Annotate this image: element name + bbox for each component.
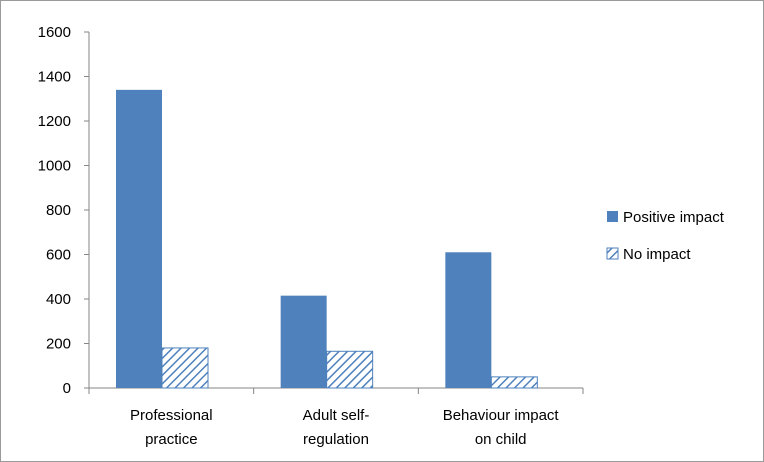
bar-no-impact	[326, 350, 374, 389]
y-tick-label: 600	[46, 247, 71, 264]
x-tick-label: regulation	[303, 431, 369, 448]
x-axis: Professional practice Adult self-regulatio…	[88, 387, 584, 448]
x-tick-label: on child	[475, 431, 527, 448]
bar-positive-impact	[116, 89, 162, 388]
bar-positive-impact	[445, 252, 492, 388]
x-tick-label: Behaviour impact	[443, 407, 560, 424]
bar-positive-impact	[280, 295, 327, 388]
y-tick-label: 800	[46, 202, 71, 219]
x-tick-label: practice	[145, 431, 198, 448]
y-tick-label: 1600	[38, 24, 71, 41]
legend-swatch	[607, 211, 618, 222]
bars	[116, 89, 538, 389]
y-tick-label: 200	[46, 336, 71, 353]
y-tick-label: 1000	[38, 158, 71, 175]
y-tick-label: 0	[63, 380, 71, 397]
legend-label: Positive impact	[623, 209, 725, 226]
y-axis: 0 200 400 600 800 1000 1200 1400 1600	[38, 24, 90, 397]
legend: Positive impact No impact	[606, 209, 725, 263]
y-tick-label: 1200	[38, 113, 71, 130]
bar-no-impact	[490, 376, 538, 389]
legend-swatch	[606, 247, 619, 260]
x-tick-label: Professional	[130, 407, 213, 424]
y-tick-label: 1400	[38, 69, 71, 86]
legend-label: No impact	[623, 246, 691, 263]
x-tick-label: Adult self-	[303, 407, 370, 424]
bar-no-impact	[161, 347, 209, 389]
y-tick-label: 400	[46, 291, 71, 308]
